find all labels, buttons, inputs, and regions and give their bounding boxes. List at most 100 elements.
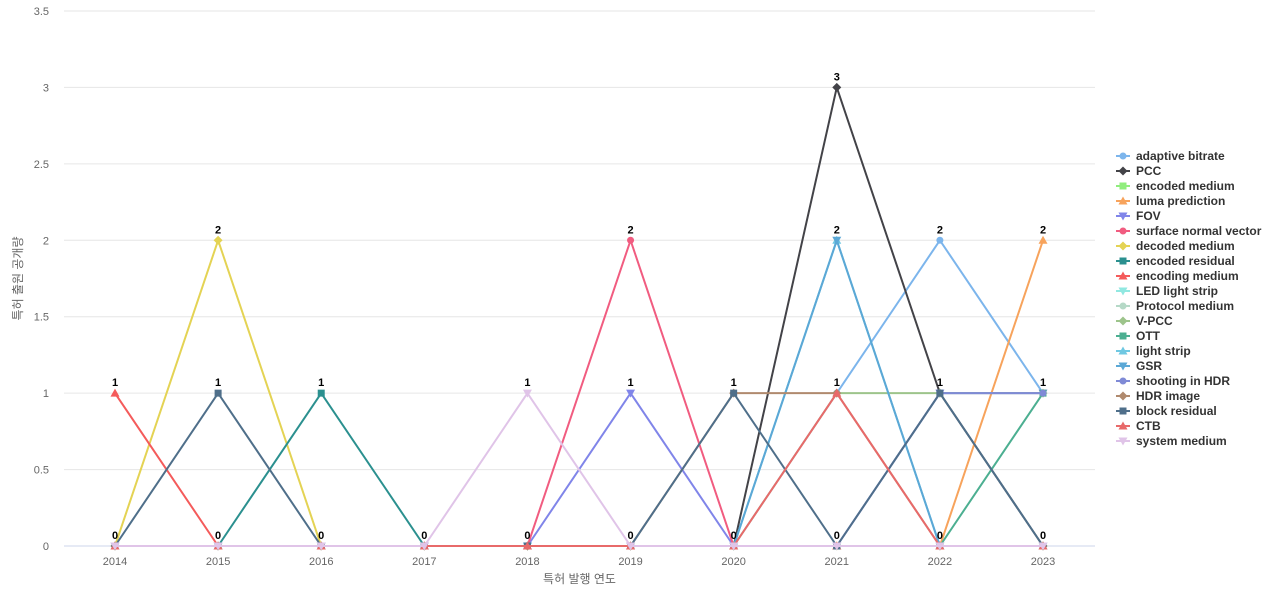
legend-item[interactable]: surface normal vector [1116,224,1262,238]
legend-marker[interactable] [1118,287,1128,296]
legend-marker[interactable] [1118,437,1128,446]
x-tick-label: 2018 [515,556,539,568]
legend-label: adaptive bitrate [1136,149,1225,163]
legend-marker[interactable] [1119,407,1127,415]
legend-item[interactable]: FOV [1116,209,1161,223]
data-point[interactable] [110,388,120,397]
series-system-medium[interactable] [110,389,1048,551]
legend-item[interactable]: LED light strip [1116,284,1218,298]
legend-item[interactable]: Protocol medium [1116,299,1234,313]
legend-label: encoded medium [1136,179,1235,193]
legend-marker[interactable] [1119,152,1127,160]
legend-item[interactable]: block residual [1116,404,1217,418]
legend-item[interactable]: system medium [1116,434,1227,448]
legend-item[interactable]: HDR image [1116,389,1200,403]
legend-item[interactable]: V-PCC [1116,314,1173,328]
x-tick-label: 2016 [309,556,333,568]
data-label: 2 [1040,224,1046,236]
data-point[interactable] [316,542,326,551]
data-point[interactable] [626,542,636,551]
legend-marker[interactable] [1118,421,1128,430]
legend-marker[interactable] [1119,182,1127,190]
data-labels: 1 0 2 1 0 1 0 0 1 0 2 1 0 1 0 3 2 1 0 2 1 0 2 1 0 [112,71,1046,542]
legend-marker[interactable] [1119,227,1127,235]
data-label: 1 [215,377,221,389]
data-point[interactable] [419,542,429,551]
legend-marker[interactable] [1119,332,1127,340]
y-axis: 0 0.5 1 1.5 2 2.5 3 3.5 [34,6,49,553]
legend-marker[interactable] [1118,391,1128,401]
data-label: 0 [731,530,737,542]
y-tick-label: 1.5 [34,312,49,324]
legend-item[interactable]: PCC [1116,164,1162,178]
series-line[interactable] [115,392,1043,547]
data-point[interactable] [730,389,738,397]
legend-marker[interactable] [1118,362,1128,371]
data-point[interactable] [729,542,739,551]
series-lines [110,82,1048,551]
data-point[interactable] [110,542,120,551]
data-label: 1 [1040,377,1046,389]
data-point[interactable] [627,236,635,244]
data-point[interactable] [832,542,842,551]
x-tick-label: 2023 [1031,556,1055,568]
data-point[interactable] [832,82,842,92]
data-label: 0 [524,530,530,542]
y-tick-label: 2 [43,235,49,247]
legend-item[interactable]: encoded residual [1116,254,1235,268]
data-point[interactable] [1039,389,1047,397]
data-point[interactable] [936,389,944,397]
legend-marker[interactable] [1118,316,1128,326]
legend-label: luma prediction [1136,194,1225,208]
data-point[interactable] [214,389,222,397]
data-point[interactable] [522,541,532,550]
data-point[interactable] [1038,235,1048,244]
legend-marker[interactable] [1118,346,1128,355]
legend-item[interactable]: shooting in HDR [1116,374,1230,388]
data-label: 0 [627,530,633,542]
data-label: 2 [215,224,221,236]
data-point[interactable] [936,236,944,244]
legend-item[interactable]: encoded medium [1116,179,1235,193]
y-tick-label: 3 [43,82,49,94]
data-point[interactable] [213,235,223,245]
legend-label: decoded medium [1136,239,1235,253]
legend-item[interactable]: encoding medium [1116,269,1239,283]
legend-item[interactable]: CTB [1116,419,1161,433]
data-point[interactable] [626,389,636,398]
data-label: 2 [834,224,840,236]
data-point[interactable] [522,389,532,398]
legend-marker[interactable] [1119,377,1127,385]
legend-item[interactable]: GSR [1116,359,1162,373]
legend-marker[interactable] [1118,166,1128,176]
legend-marker[interactable] [1118,212,1128,221]
data-point[interactable] [213,542,223,551]
legend-label: encoding medium [1136,269,1239,283]
legend-marker[interactable] [1118,196,1128,205]
legend-marker[interactable] [1119,257,1127,265]
legend-label: FOV [1136,209,1161,223]
data-label: 0 [1040,530,1046,542]
legend-item[interactable]: adaptive bitrate [1116,149,1225,163]
legend-item[interactable]: decoded medium [1116,239,1235,253]
data-point[interactable] [935,542,945,551]
legend-marker[interactable] [1118,241,1128,251]
grid-lines [64,10,1095,547]
legend-label: system medium [1136,434,1227,448]
data-point[interactable] [832,236,842,245]
legend-item[interactable]: OTT [1116,329,1161,343]
data-point[interactable] [832,388,842,397]
data-label: 0 [937,530,943,542]
data-point[interactable] [317,389,325,397]
legend-marker[interactable] [1119,302,1127,310]
legend-item[interactable]: light strip [1116,344,1191,358]
legend-label: CTB [1136,419,1161,433]
legend-item[interactable]: luma prediction [1116,194,1225,208]
data-label: 1 [834,377,840,389]
data-point[interactable] [1038,542,1048,551]
x-axis-title: 특허 발행 연도 [543,571,616,586]
legend-marker[interactable] [1118,271,1128,280]
